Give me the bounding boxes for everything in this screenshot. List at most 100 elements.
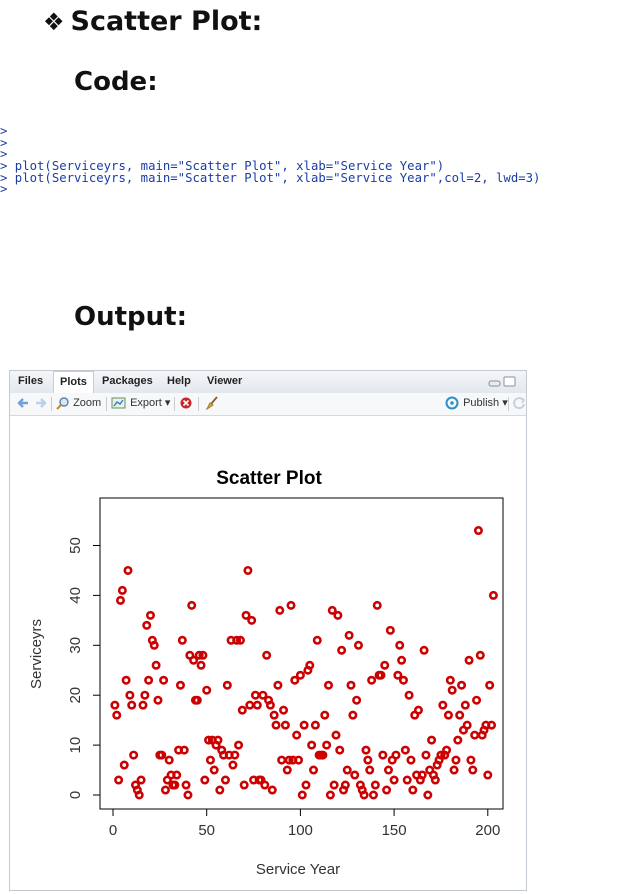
data-point	[449, 765, 459, 775]
broom-icon[interactable]	[204, 396, 220, 410]
data-point	[294, 755, 304, 765]
data-point	[337, 645, 347, 655]
data-point	[430, 775, 440, 785]
data-point	[142, 620, 152, 630]
minimize-maximize-icon[interactable]	[488, 376, 518, 388]
tab-packages[interactable]: Packages	[102, 375, 153, 387]
data-point	[297, 790, 307, 800]
data-point	[110, 700, 120, 710]
diamond-bullet-icon: ❖	[43, 8, 65, 36]
data-point	[164, 755, 174, 765]
data-point	[125, 690, 135, 700]
data-point	[262, 650, 272, 660]
data-point	[453, 735, 463, 745]
y-tick-label: 40	[67, 587, 84, 604]
data-point	[383, 765, 393, 775]
export-button[interactable]: Export ▾	[111, 396, 170, 410]
export-label: Export ▾	[130, 397, 171, 409]
data-point	[473, 526, 483, 536]
plots-toolbar: Zoom Export ▾ Publish ▾	[10, 393, 526, 416]
data-point	[438, 700, 448, 710]
data-point	[310, 720, 320, 730]
data-point	[292, 730, 302, 740]
data-point	[361, 745, 371, 755]
tab-files[interactable]: Files	[18, 375, 44, 387]
data-point	[115, 595, 125, 605]
data-point	[247, 615, 257, 625]
data-point	[406, 755, 416, 765]
publish-label: Publish ▾	[463, 397, 508, 409]
data-point	[402, 775, 412, 785]
zoom-button[interactable]: Zoom	[56, 396, 101, 410]
refresh-icon[interactable]	[512, 396, 526, 410]
data-point	[192, 695, 202, 705]
data-point	[232, 635, 242, 645]
back-arrow-icon[interactable]	[16, 396, 30, 410]
r-console: > > > > plot(Serviceyrs, main="Scatter P…	[0, 125, 618, 196]
data-point	[127, 700, 137, 710]
data-point	[348, 710, 358, 720]
x-tick-label: 100	[288, 822, 313, 839]
data-point	[342, 765, 352, 775]
data-point	[419, 645, 429, 655]
data-point	[295, 670, 305, 680]
console-line: >	[0, 147, 15, 162]
data-point	[198, 650, 208, 660]
y-tick-label: 30	[67, 637, 84, 654]
export-icon	[111, 397, 126, 409]
data-point	[470, 730, 480, 740]
data-point	[442, 745, 452, 755]
data-point	[144, 675, 154, 685]
data-point	[134, 790, 144, 800]
data-point	[245, 700, 255, 710]
data-point	[260, 780, 270, 790]
tab-viewer[interactable]: Viewer	[207, 375, 243, 387]
publish-icon	[445, 396, 459, 410]
data-point	[202, 685, 212, 695]
data-point	[290, 675, 300, 685]
rstudio-plots-pane: Files Plots Packages Help Viewer Zoom Ex…	[9, 370, 527, 891]
data-point	[305, 660, 315, 670]
plot-frame	[99, 497, 504, 810]
y-tick-label: 0	[67, 791, 84, 799]
data-point	[378, 750, 388, 760]
data-point	[252, 700, 262, 710]
y-axis-label: Serviceyrs	[28, 619, 45, 689]
data-point	[279, 705, 289, 715]
data-point	[181, 780, 191, 790]
data-point	[488, 590, 498, 600]
data-point	[423, 790, 433, 800]
data-point	[397, 655, 407, 665]
tab-plots[interactable]: Plots	[53, 371, 94, 393]
clear-plot-icon[interactable]	[179, 396, 193, 410]
forward-arrow-icon[interactable]	[34, 396, 48, 410]
data-point	[460, 700, 470, 710]
data-point	[404, 690, 414, 700]
data-point	[271, 720, 281, 730]
output-label: Output:	[74, 302, 187, 332]
x-tick-label: 150	[382, 822, 407, 839]
data-point	[322, 740, 332, 750]
data-point	[464, 655, 474, 665]
data-point	[205, 755, 215, 765]
data-point	[222, 680, 232, 690]
data-point	[275, 605, 285, 615]
data-point	[365, 765, 375, 775]
data-point	[187, 600, 197, 610]
data-point	[160, 785, 170, 795]
data-point	[230, 750, 240, 760]
data-point	[312, 635, 322, 645]
data-point	[455, 710, 465, 720]
publish-button[interactable]: Publish ▾	[444, 396, 508, 410]
data-point	[159, 675, 169, 685]
data-point	[309, 765, 319, 775]
data-point	[213, 735, 223, 745]
data-point	[408, 785, 418, 795]
data-point	[329, 780, 339, 790]
data-point	[237, 705, 247, 715]
tab-help[interactable]: Help	[167, 375, 191, 387]
data-point	[243, 565, 253, 575]
section-heading: ❖ Scatter Plot:	[43, 6, 262, 37]
data-point	[280, 720, 290, 730]
data-point	[277, 755, 287, 765]
